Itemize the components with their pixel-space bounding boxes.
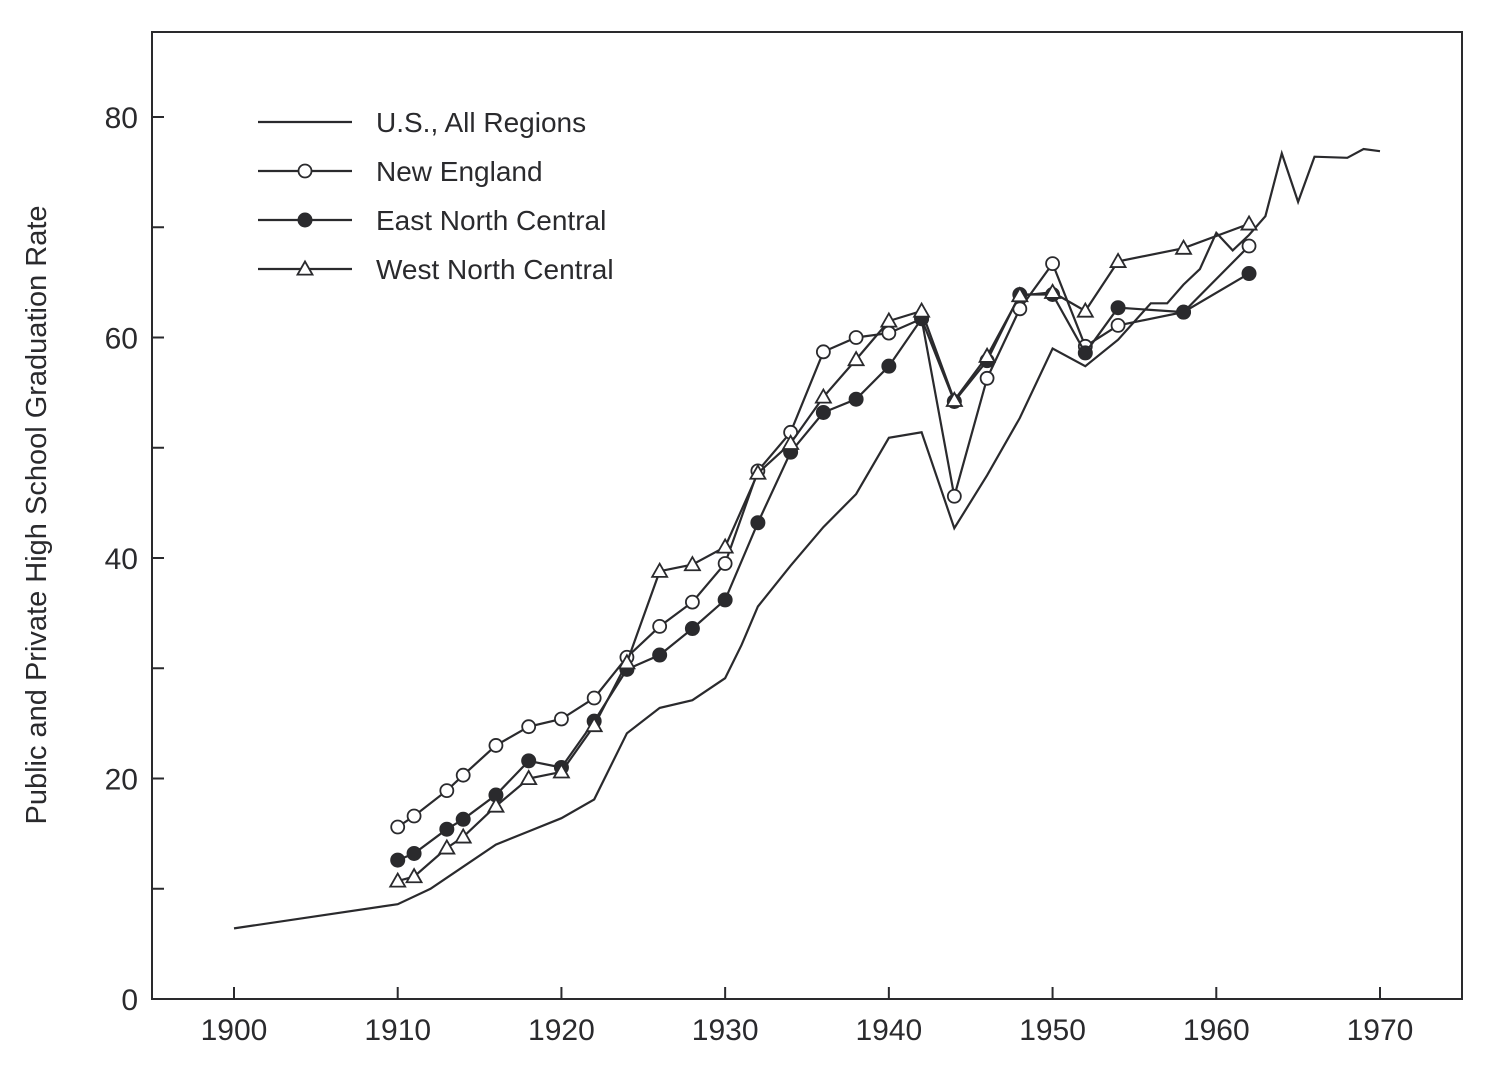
data-point bbox=[455, 767, 471, 783]
data-point bbox=[455, 811, 471, 827]
data-point bbox=[815, 404, 831, 420]
data-point bbox=[454, 827, 473, 844]
series-u-s-all-regions bbox=[233, 147, 1381, 930]
y-tick-label: 40 bbox=[105, 543, 138, 576]
legend: U.S., All Regions New England East North C… bbox=[258, 107, 614, 285]
data-point bbox=[1077, 345, 1093, 361]
data-point bbox=[1174, 238, 1193, 255]
data-point bbox=[716, 537, 735, 554]
data-point bbox=[1010, 286, 1029, 303]
data-point bbox=[847, 350, 866, 367]
plot-frame bbox=[151, 31, 1463, 1000]
x-tick-label: 1940 bbox=[855, 1014, 922, 1047]
data-point bbox=[1109, 252, 1128, 268]
x-tick-label: 1970 bbox=[1347, 1014, 1414, 1047]
data-point bbox=[652, 647, 668, 663]
legend-label: U.S., All Regions bbox=[376, 107, 586, 138]
legend-item: New England bbox=[258, 156, 543, 187]
x-axis-ticks: 1900 1910 1920 1930 1940 1950 1960 1970 bbox=[201, 987, 1414, 1047]
data-point bbox=[617, 653, 636, 670]
data-point bbox=[390, 819, 406, 835]
data-point bbox=[814, 387, 833, 404]
data-point bbox=[406, 845, 422, 861]
x-tick-label: 1950 bbox=[1019, 1014, 1086, 1047]
y-tick-label: 20 bbox=[105, 764, 138, 797]
data-point bbox=[486, 796, 505, 813]
y-axis-label: Public and Private High School Graduatio… bbox=[21, 205, 53, 824]
y-tick-label: 80 bbox=[105, 102, 138, 135]
data-point bbox=[519, 769, 538, 786]
x-tick-label: 1900 bbox=[201, 1014, 268, 1047]
y-tick-label: 60 bbox=[105, 323, 138, 356]
data-point bbox=[552, 762, 571, 779]
data-point bbox=[1239, 214, 1259, 231]
data-point bbox=[652, 618, 668, 634]
data-point bbox=[946, 488, 962, 504]
data-point bbox=[685, 594, 700, 610]
data-point bbox=[586, 690, 602, 706]
data-point bbox=[488, 738, 504, 753]
y-axis-ticks: 0 20 40 60 80 bbox=[105, 102, 164, 1017]
data-point bbox=[945, 391, 964, 407]
data-point bbox=[683, 555, 702, 572]
legend-label: East North Central bbox=[376, 205, 606, 236]
data-point bbox=[717, 592, 733, 608]
series-new-england bbox=[390, 238, 1257, 835]
data-point bbox=[684, 621, 700, 637]
data-point bbox=[750, 515, 766, 531]
data-point bbox=[1043, 282, 1062, 299]
legend-item: East North Central bbox=[258, 205, 606, 236]
data-point bbox=[912, 301, 931, 318]
legend-label: New England bbox=[376, 156, 543, 187]
data-point bbox=[406, 808, 422, 824]
x-tick-label: 1930 bbox=[692, 1014, 759, 1047]
legend-item: U.S., All Regions bbox=[258, 107, 586, 138]
data-point bbox=[881, 325, 897, 341]
data-point bbox=[1110, 317, 1126, 333]
data-point bbox=[848, 391, 864, 407]
data-point bbox=[1045, 256, 1060, 272]
series-line bbox=[397, 272, 1250, 862]
x-tick-label: 1920 bbox=[528, 1014, 595, 1047]
data-point bbox=[717, 556, 733, 571]
data-point bbox=[1076, 301, 1095, 318]
data-point bbox=[405, 867, 424, 884]
x-tick-label: 1910 bbox=[364, 1014, 431, 1047]
data-point bbox=[848, 330, 864, 345]
data-point bbox=[781, 434, 800, 450]
legend-marker bbox=[295, 259, 315, 276]
data-point bbox=[979, 370, 995, 386]
data-point bbox=[1241, 238, 1257, 254]
data-point bbox=[554, 711, 569, 727]
data-point bbox=[881, 358, 897, 374]
data-point bbox=[650, 561, 669, 578]
legend-item: West North Central bbox=[258, 254, 614, 285]
y-tick-label: 0 bbox=[121, 984, 138, 1017]
data-point bbox=[978, 346, 997, 363]
legend-marker bbox=[297, 163, 313, 179]
data-point bbox=[879, 311, 898, 328]
data-point bbox=[1241, 266, 1257, 282]
data-point bbox=[439, 821, 455, 837]
series-line bbox=[233, 147, 1381, 930]
data-point bbox=[748, 463, 767, 480]
data-point bbox=[815, 344, 831, 360]
legend-marker bbox=[297, 212, 313, 228]
x-tick-label: 1960 bbox=[1183, 1014, 1250, 1047]
data-point bbox=[390, 852, 406, 868]
legend-label: West North Central bbox=[376, 254, 614, 285]
series-west-north-central bbox=[388, 214, 1259, 888]
data-point bbox=[1110, 300, 1126, 316]
data-point bbox=[1176, 304, 1192, 320]
data-point bbox=[439, 783, 455, 799]
data-point bbox=[585, 716, 604, 733]
data-point bbox=[437, 838, 456, 855]
data-point bbox=[388, 871, 407, 888]
data-point bbox=[521, 719, 537, 735]
series-line bbox=[397, 245, 1250, 828]
data-point bbox=[521, 753, 537, 769]
series-group bbox=[233, 147, 1381, 930]
